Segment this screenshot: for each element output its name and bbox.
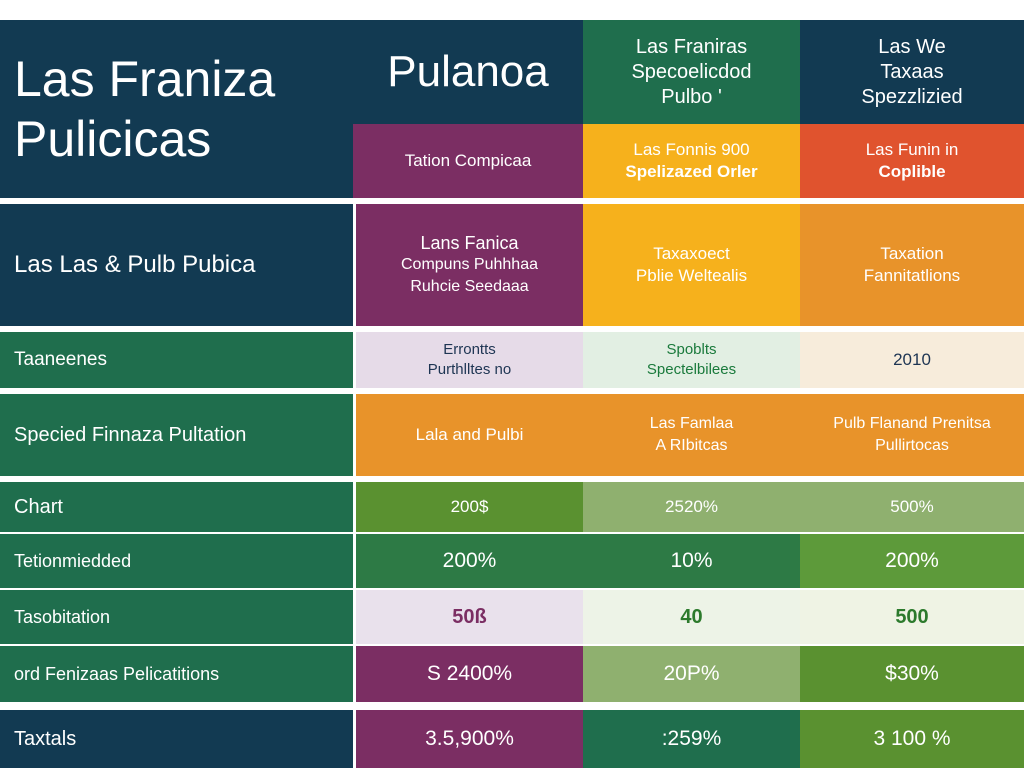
table-cell: Lala and Pulbi — [356, 394, 583, 476]
cell-text: Lans Fanica — [420, 233, 519, 253]
table-cell: 200% — [356, 534, 583, 588]
table-cell: 500 — [800, 590, 1024, 644]
table-cell: Las Famlaa A RIbitcas — [583, 394, 800, 476]
column-header-2: Las Franiras Specoelicdod Pulbo ' — [583, 20, 800, 124]
row-label-cell: Las Las & Pulb Pubica — [0, 204, 353, 326]
table-cell: 2520% — [583, 482, 800, 532]
column-header-3-line: Taxaas — [880, 60, 944, 83]
cell-text: A RIbitcas — [655, 437, 728, 454]
row-label: Tetionmiedded — [14, 550, 132, 571]
cell-text: :259% — [661, 727, 722, 750]
row-label: Taaneenes — [14, 349, 107, 370]
subheader-cell-1-text: Tation Compicaa — [404, 151, 532, 170]
subheader-cell-3-line: Las Funin in — [865, 140, 959, 159]
cell-text: $30% — [885, 662, 939, 685]
cell-text: 200% — [442, 549, 497, 572]
cell-text: Lala and Pulbi — [415, 425, 524, 444]
row-label: ord Fenizaas Pelicatitions — [14, 663, 220, 684]
table-cell: 500% — [800, 482, 1024, 532]
row-label: Chart — [14, 495, 63, 518]
table-cell: 2010 — [800, 332, 1024, 388]
table-cell: 10% — [583, 534, 800, 588]
table-title-line-1: Las Franiza — [14, 51, 276, 107]
subheader-cell-2-line: Spelizazed Orler — [625, 162, 758, 181]
cell-text: 2010 — [893, 350, 931, 369]
table-cell: Pulb Flanand Prenitsa Pullirtocas — [800, 394, 1024, 476]
cell-text: Spectelbilees — [646, 361, 737, 378]
cell-text: 3 100 % — [873, 727, 951, 750]
cell-text: Pulb Flanand Prenitsa — [833, 415, 991, 432]
cell-text: 3.5,900% — [425, 727, 514, 750]
table-cell: 200% — [800, 534, 1024, 588]
table-cell: 200$ — [356, 482, 583, 532]
row-label-cell: Chart — [0, 482, 353, 532]
table-cell: :259% — [583, 710, 800, 768]
table-cell: Errontts Purthlltes no — [356, 332, 583, 388]
cell-text: Las Famlaa — [649, 415, 734, 432]
cell-text: Purthlltes no — [427, 361, 512, 378]
cell-text: Taxaxoect — [653, 244, 730, 263]
cell-text: S 2400% — [426, 662, 513, 685]
column-header-1: Pulanoa — [353, 20, 583, 124]
table-cell: 50ß — [356, 590, 583, 644]
table-title-line-2: Pulicicas — [14, 111, 212, 167]
table-cell: S 2400% — [356, 646, 583, 702]
cell-text: 40 — [680, 605, 703, 628]
subheader-cell-2-line: Las Fonnis 900 — [633, 140, 750, 159]
cell-text: Fannitatlions — [863, 266, 961, 285]
cell-text: 200$ — [450, 497, 489, 516]
cell-text: 200% — [885, 549, 939, 572]
subheader-cell-1: Tation Compicaa — [353, 124, 583, 198]
cell-text: Spoblts — [666, 341, 717, 358]
cell-text: 20P% — [663, 662, 720, 685]
column-header-3: Las We Taxaas Spezzlizied — [800, 20, 1024, 124]
column-header-2-line: Las Franiras — [635, 35, 748, 58]
column-header-2-line: Specoelicdod — [631, 60, 752, 83]
subheader-cell-3: Las Funin in Coplible — [800, 124, 1024, 198]
column-header-1-title: Pulanoa — [387, 47, 549, 96]
cell-text: 50ß — [452, 605, 487, 628]
table-cell: 40 — [583, 590, 800, 644]
cell-text: Compuns Puhhhaa — [401, 256, 538, 273]
cell-text: Pullirtocas — [875, 437, 949, 454]
table-cell: 3.5,900% — [356, 710, 583, 768]
row-label-cell: ord Fenizaas Pelicatitions — [0, 646, 353, 702]
cell-text: Ruhcie Seedaaa — [410, 278, 529, 295]
row-label: Taxtals — [14, 727, 77, 750]
column-header-3-line: Spezzlizied — [861, 85, 963, 108]
cell-text: 500% — [890, 497, 934, 516]
row-label-cell: Taxtals — [0, 710, 353, 768]
row-label: Las Las & Pulb Pubica — [14, 251, 256, 278]
table-title-cell: Las Franiza Pulicicas — [0, 20, 353, 198]
subheader-cell-2: Las Fonnis 900 Spelizazed Orler — [583, 124, 800, 198]
table-cell: Taxaxoect Pblie Weltealis — [583, 204, 800, 326]
column-header-2-line: Pulbo ' — [661, 85, 722, 108]
cell-text: 2520% — [665, 497, 718, 516]
column-header-3-line: Las We — [878, 35, 946, 58]
row-label-cell: Tasobitation — [0, 590, 353, 644]
table-cell: 20P% — [583, 646, 800, 702]
subheader-cell-3-line: Coplible — [878, 162, 946, 181]
cell-text: 500 — [895, 605, 929, 628]
table-cell: $30% — [800, 646, 1024, 702]
cell-text: Errontts — [443, 341, 496, 358]
cell-text: 10% — [670, 549, 713, 572]
row-label: Tasobitation — [14, 606, 111, 627]
row-label-cell: Tetionmiedded — [0, 534, 353, 588]
table-cell: Taxation Fannitatlions — [800, 204, 1024, 326]
row-label: Specied Finnaza Pultation — [14, 423, 247, 446]
row-label-cell: Specied Finnaza Pultation — [0, 394, 353, 476]
row-label-cell: Taaneenes — [0, 332, 353, 388]
cell-text: Pblie Weltealis — [635, 266, 748, 285]
cell-text: Taxation — [880, 244, 944, 263]
table-cell: Spoblts Spectelbilees — [583, 332, 800, 388]
table-cell: Lans Fanica Compuns Puhhhaa Ruhcie Seeda… — [356, 204, 583, 326]
table-cell: 3 100 % — [800, 710, 1024, 768]
